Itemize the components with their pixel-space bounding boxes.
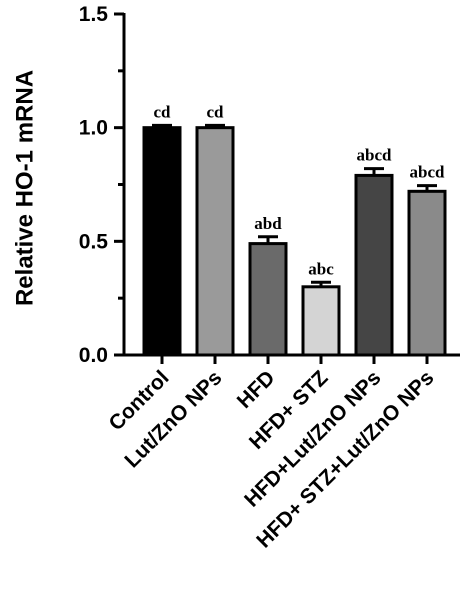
plot-area: cd cd abd abc abcd abcd (142, 102, 447, 357)
y-tick-label: 0.5 (79, 230, 109, 253)
bar (407, 189, 447, 357)
significance-label: cd (207, 102, 225, 121)
bar (354, 173, 394, 357)
significance-label: abd (254, 214, 282, 233)
significance-label: abcd (410, 163, 446, 182)
y-tick-label: 1.5 (79, 3, 109, 26)
significance-label: cd (154, 102, 172, 121)
y-axis: 0.0 0.5 1.0 1.5 (79, 3, 126, 367)
y-tick-label: 0.0 (79, 344, 108, 367)
bar (248, 242, 288, 357)
bar (301, 285, 341, 357)
y-axis-title: Relative HO-1 mRNA (11, 70, 38, 306)
y-tick-label: 1.0 (79, 117, 108, 140)
bar (142, 126, 182, 357)
significance-label: abcd (357, 146, 393, 165)
bar (195, 126, 235, 357)
significance-label: abc (308, 259, 334, 278)
x-tick-label: HFD (233, 366, 280, 413)
